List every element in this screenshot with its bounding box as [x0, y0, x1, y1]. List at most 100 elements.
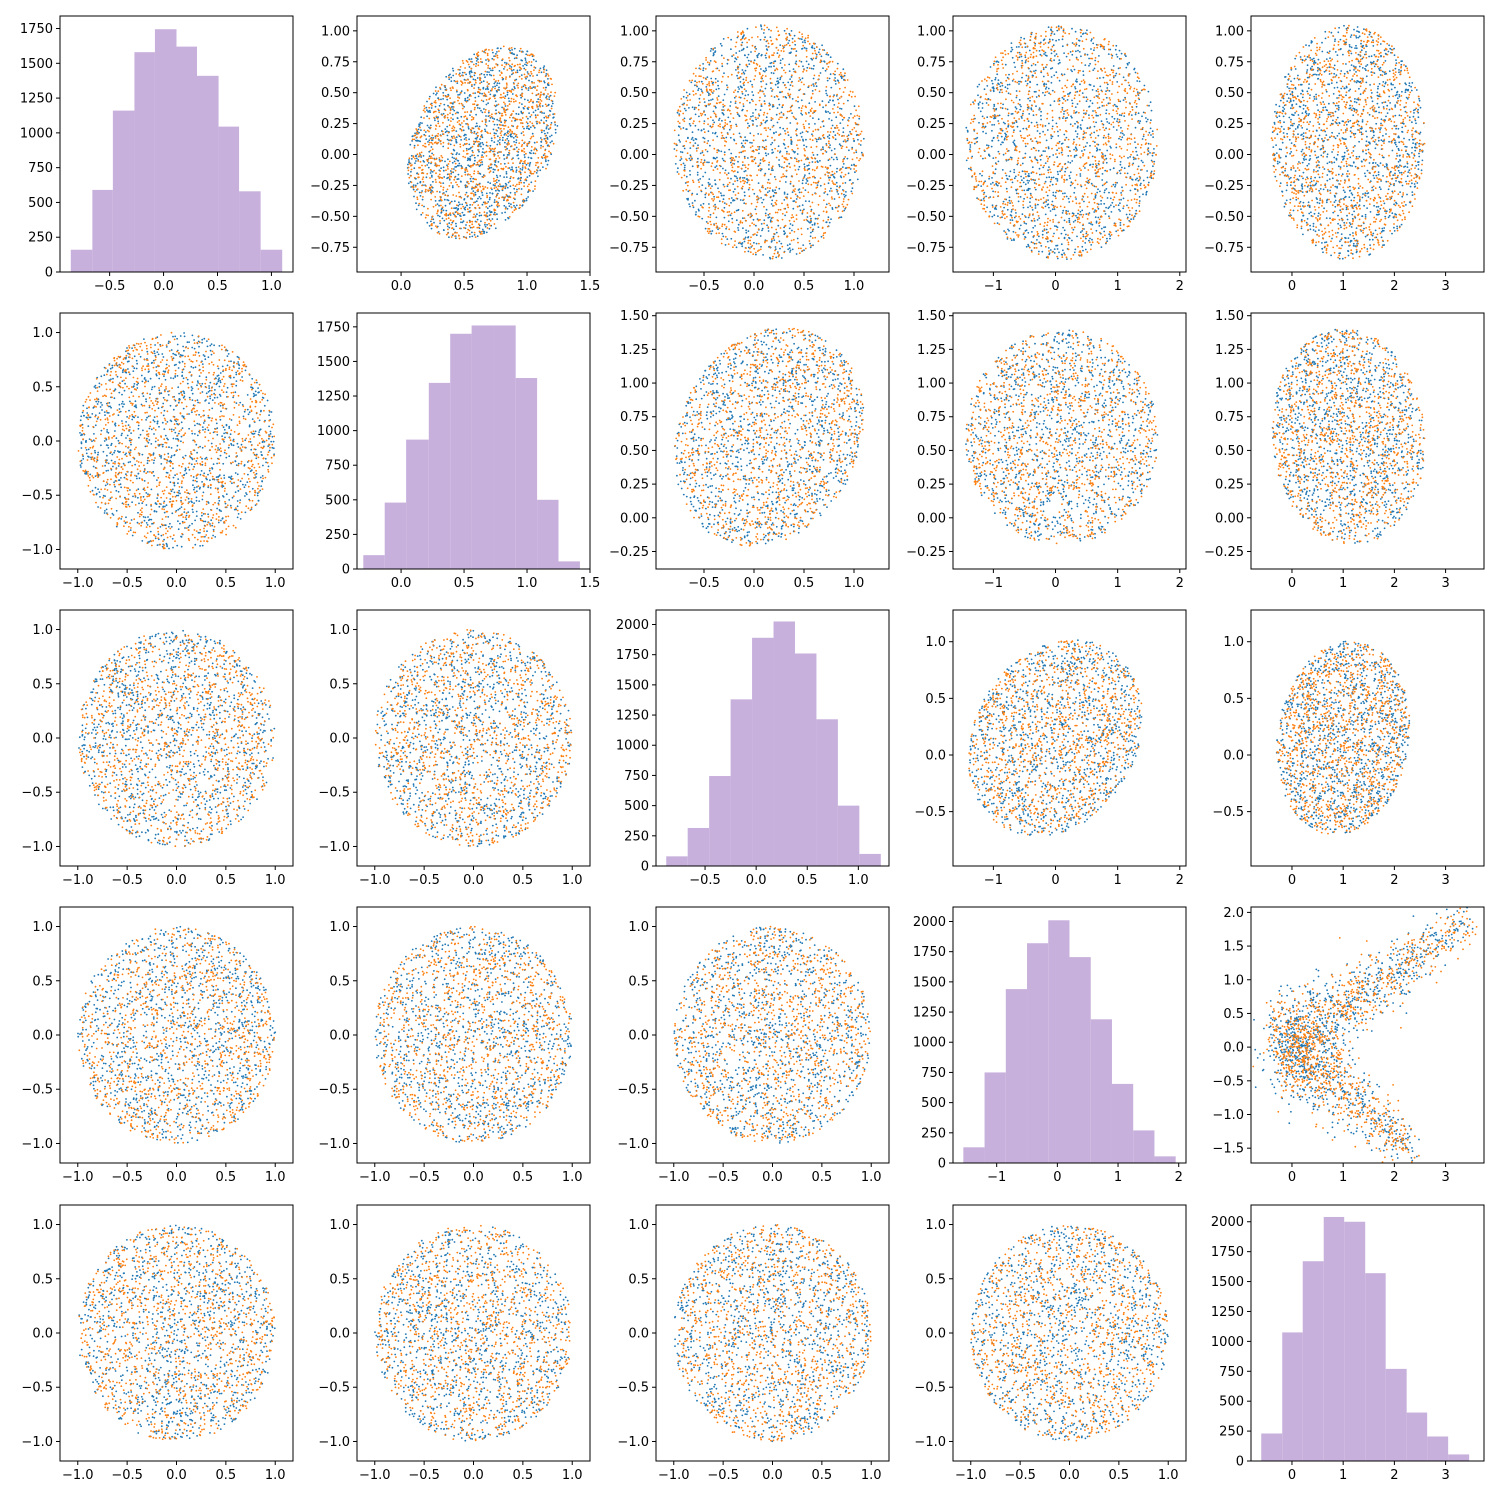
- scatter-point-b: [472, 193, 475, 196]
- scatter-point-a: [847, 172, 850, 175]
- scatter-point-b: [842, 160, 844, 163]
- scatter-point-b: [777, 34, 780, 37]
- scatter-point-b: [467, 211, 469, 213]
- scatter-point-a: [458, 203, 461, 206]
- scatter-point-a: [1027, 243, 1029, 246]
- scatter-point-a: [830, 149, 833, 152]
- scatter-point-a: [457, 201, 460, 204]
- scatter-point-b: [698, 75, 701, 78]
- scatter-point-a: [844, 182, 847, 184]
- scatter-point-b: [801, 36, 804, 38]
- scatter-point-a: [456, 90, 458, 93]
- scatter-point-a: [1023, 189, 1026, 192]
- scatter-point-b: [448, 124, 451, 127]
- scatter-point-b: [418, 202, 421, 205]
- scatter-point-a: [1083, 200, 1085, 203]
- scatter-point-a: [788, 227, 791, 230]
- scatter-point-b: [510, 68, 513, 71]
- scatter-point-a: [426, 221, 429, 224]
- scatter-point-b: [781, 245, 784, 248]
- scatter-point-a: [991, 124, 993, 126]
- scatter-point-b: [522, 198, 525, 201]
- scatter-point-a: [1021, 179, 1023, 182]
- scatter-point-a: [746, 27, 749, 30]
- scatter-point-a: [1067, 197, 1070, 200]
- scatter-point-a: [456, 117, 459, 119]
- scatter-point-a: [768, 168, 770, 171]
- scatter-point-a: [836, 158, 839, 161]
- scatter-point-b: [435, 172, 437, 175]
- scatter-point-b: [456, 183, 459, 186]
- scatter-point-b: [531, 53, 534, 56]
- scatter-point-b: [453, 135, 455, 138]
- scatter-point-b: [447, 232, 449, 235]
- scatter-point-b: [435, 158, 438, 161]
- scatter-point-b: [840, 147, 843, 150]
- scatter-point-a: [830, 119, 833, 122]
- scatter-point-b: [448, 106, 451, 108]
- scatter-point-b: [427, 189, 429, 192]
- scatter-point-a: [803, 249, 805, 252]
- scatter-point-a: [720, 44, 723, 47]
- scatter-point-b: [675, 155, 677, 158]
- scatter-point-a: [498, 89, 500, 91]
- scatter-point-b: [834, 183, 837, 186]
- scatter-point-b: [826, 62, 828, 65]
- scatter-point-b: [786, 203, 789, 206]
- scatter-point-b: [504, 111, 507, 114]
- scatter-point-a: [488, 198, 491, 201]
- scatter-point-a: [493, 82, 496, 85]
- scatter-point-b: [786, 197, 788, 200]
- scatter-point-b: [473, 103, 476, 106]
- scatter-point-a: [1147, 147, 1150, 150]
- scatter-point-a: [411, 140, 413, 142]
- scatter-point-a: [453, 157, 455, 160]
- scatter-point-a: [765, 154, 768, 157]
- scatter-point-b: [815, 56, 818, 58]
- scatter-point-a: [482, 100, 485, 103]
- scatter-point-b: [479, 159, 481, 162]
- scatter-point-a: [798, 106, 800, 109]
- scatter-point-a: [714, 183, 717, 186]
- scatter-point-b: [450, 182, 453, 184]
- scatter-point-b: [436, 117, 439, 120]
- scatter-point-a: [440, 167, 442, 170]
- scatter-point-b: [524, 162, 526, 165]
- scatter-point-b: [498, 185, 500, 188]
- scatter-point-b: [775, 186, 778, 189]
- scatter-point-a: [758, 52, 760, 55]
- scatter-point-a: [1034, 225, 1036, 227]
- scatter-point-b: [426, 129, 429, 132]
- scatter-point-b: [811, 135, 814, 137]
- scatter-point-a: [764, 212, 767, 215]
- scatter-point-b: [739, 241, 741, 244]
- scatter-point-a: [833, 104, 836, 106]
- scatter-point-b: [421, 169, 423, 172]
- scatter-point-b: [859, 157, 862, 160]
- scatter-point-b: [488, 49, 490, 51]
- scatter-point-b: [548, 95, 551, 98]
- scatter-point-b: [805, 69, 808, 72]
- scatter-point-a: [991, 215, 994, 218]
- scatter-point-a: [427, 141, 429, 143]
- scatter-point-a: [723, 206, 726, 209]
- scatter-point-b: [828, 61, 830, 64]
- scatter-point-a: [1107, 53, 1110, 55]
- scatter-point-a: [484, 130, 487, 133]
- scatter-point-a: [765, 116, 768, 119]
- scatter-point-a: [499, 175, 502, 177]
- scatter-point-a: [1044, 94, 1046, 97]
- scatter-point-b: [513, 65, 516, 68]
- scatter-point-a: [839, 122, 842, 124]
- scatter-point-a: [729, 120, 731, 123]
- scatter-point-b: [451, 168, 453, 170]
- scatter-point-a: [467, 127, 470, 130]
- scatter-point-b: [424, 216, 427, 219]
- scatter-point-a: [1112, 65, 1115, 67]
- scatter-point-a: [1108, 215, 1110, 218]
- scatter-point-a: [769, 256, 771, 259]
- scatter-point-b: [760, 103, 763, 106]
- scatter-point-b: [801, 33, 803, 35]
- scatter-point-b: [429, 187, 432, 189]
- scatter-point-a: [823, 60, 825, 63]
